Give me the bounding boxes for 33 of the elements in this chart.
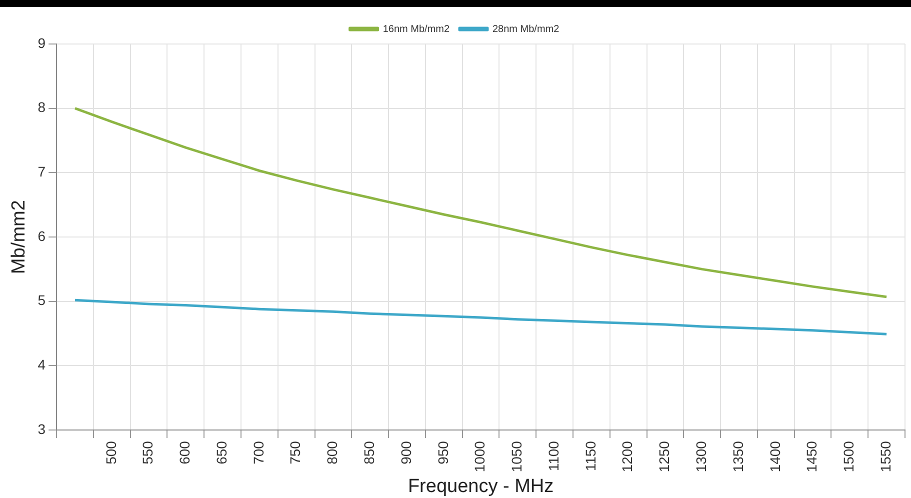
y-tick-label: 5: [38, 292, 46, 308]
x-tick-label: 1000: [472, 440, 488, 472]
x-tick-label: 1500: [840, 440, 857, 472]
x-tick-label: 950: [434, 440, 451, 464]
y-tick-label: 4: [38, 356, 46, 373]
x-tick-label: 1200: [619, 440, 636, 472]
x-tick-label: 750: [287, 440, 304, 464]
x-tick-label: 1450: [804, 440, 820, 472]
x-tick-label: 850: [360, 440, 377, 464]
y-tick-label: 9: [38, 34, 46, 51]
x-tick-label: 1300: [692, 440, 709, 472]
x-tick-label: 800: [324, 440, 340, 464]
x-tick-label: 900: [398, 440, 414, 464]
y-tick-label: 3: [38, 420, 46, 437]
x-tick-label: 1150: [582, 440, 598, 472]
x-tick-label: 1250: [656, 440, 672, 472]
legend-label: 28nm Mb/mm2: [492, 24, 560, 35]
x-tick-label: 500: [102, 440, 119, 464]
y-tick-label: 8: [38, 99, 46, 116]
x-tick-label: 650: [213, 440, 230, 464]
y-axis-title: Mb/mm2: [8, 200, 30, 274]
x-tick-label: 1050: [508, 440, 525, 472]
x-tick-label: 1350: [730, 440, 746, 472]
legend-label: 16nm Mb/mm2: [382, 24, 450, 35]
x-tick-label: 700: [250, 440, 266, 464]
y-tick-label: 7: [38, 164, 46, 180]
y-tick-label: 6: [38, 228, 46, 244]
x-tick-label: 550: [140, 440, 156, 464]
x-tick-label: 1400: [766, 440, 783, 472]
x-tick-label: 1100: [545, 440, 562, 472]
x-tick-label: 1550: [877, 440, 894, 472]
x-axis-title: Frequency - MHz: [408, 476, 554, 497]
x-tick-label: 600: [176, 440, 193, 464]
